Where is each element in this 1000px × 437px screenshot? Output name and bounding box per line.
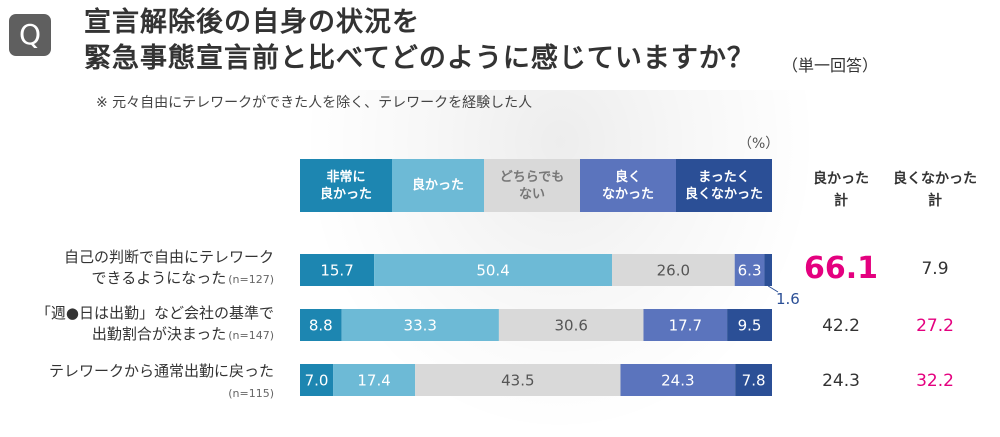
legend-good: 良かった: [392, 159, 484, 212]
bar-segment-not-good-at-all-row-3: [735, 364, 772, 396]
bar-segment-not-good-row-3: [620, 364, 736, 396]
bar-segment-good-row-1: [374, 254, 612, 286]
bar-segment-good-row-3: [333, 364, 416, 396]
total-good-row-1: 66.1: [803, 251, 879, 286]
bar-segment-neutral-row-2: [498, 309, 644, 341]
bar-label-neutral-row-2: 30.6: [554, 317, 587, 335]
bar-label-not-good-at-all-row-2: 9.5: [738, 317, 762, 335]
legend-not-good: 良く なかった: [580, 159, 676, 212]
total-bad-row-3: 32.2: [916, 371, 954, 391]
bar-label-very-good-row-3: 7.0: [305, 372, 329, 390]
question-title: 宣言解除後の自身の状況を 緊急事態宣言前と比べてどのように感じていますか？: [84, 7, 755, 74]
bar-segment-not-good-at-all-row-2: [727, 309, 772, 341]
bar-label-very-good-row-2: 8.8: [309, 317, 333, 335]
bar-segment-good-row-2: [341, 309, 499, 341]
bar-label-good-row-3: 17.4: [357, 372, 390, 390]
bar-label-neutral-row-3: 43.5: [501, 372, 534, 390]
bar-label-not-good-at-all-row-3: 7.8: [742, 372, 766, 390]
total-good-row-2: 42.2: [822, 316, 860, 336]
bar-segment-not-good-row-1: [734, 254, 765, 286]
bar-segment-neutral-row-1: [611, 254, 735, 286]
total-bad-row-2: 27.2: [916, 316, 954, 336]
bar-segment-very-good-row-1: [300, 254, 375, 286]
bar-label-good-row-1: 50.4: [476, 262, 509, 280]
bar-label-not-good-row-2: 17.7: [669, 317, 702, 335]
bar-label-neutral-row-1: 26.0: [657, 262, 690, 280]
total-good-row-3: 24.3: [822, 371, 860, 391]
label-leader-line: [767, 285, 779, 293]
bar-label-not-good-at-all-row-1: 1.6: [776, 290, 800, 308]
row-label-self-judgment: 自己の判断で自由にテレワーク できるようになった (n=127): [63, 248, 274, 287]
bar-label-not-good-row-1: 6.3: [738, 262, 762, 280]
total-good-header: 良かった 計: [813, 171, 869, 209]
bar-segment-not-good-at-all-row-1: [764, 254, 772, 286]
total-bad-row-1: 7.9: [921, 259, 949, 279]
legend-very-good: 非常に 良かった: [300, 159, 392, 212]
sample-size: (n=127): [228, 273, 274, 286]
answer-type-label: （単一回答）: [782, 56, 879, 75]
bar-segment-not-good-row-2: [643, 309, 728, 341]
total-bad-header: 良くなかった 計: [893, 171, 977, 209]
bar-segment-very-good-row-3: [300, 364, 334, 396]
respondent-note: ※ 元々自由にテレワークができた人を除く、テレワークを経験した人: [96, 95, 533, 111]
bar-label-not-good-row-3: 24.3: [661, 372, 694, 390]
bar-label-very-good-row-1: 15.7: [320, 262, 353, 280]
sample-size: (n=147): [228, 329, 274, 342]
legend-not-good-at-all: まったく 良くなかった: [676, 159, 772, 212]
question-badge: Q: [9, 14, 51, 56]
sample-size: (n=115): [228, 387, 274, 400]
bar-segment-very-good-row-2: [300, 309, 342, 341]
legend-neutral: どちらでも ない: [484, 159, 580, 212]
unit-label: （%）: [738, 136, 780, 152]
bar-segment-neutral-row-3: [415, 364, 621, 396]
row-label-back-to-office: テレワークから通常出勤に戻った (n=115): [48, 362, 274, 400]
bar-label-good-row-2: 33.3: [404, 317, 437, 335]
row-label-company-standard: 「週●日は出勤」など会社の基準で 出勤割合が決まった (n=147): [35, 304, 274, 343]
